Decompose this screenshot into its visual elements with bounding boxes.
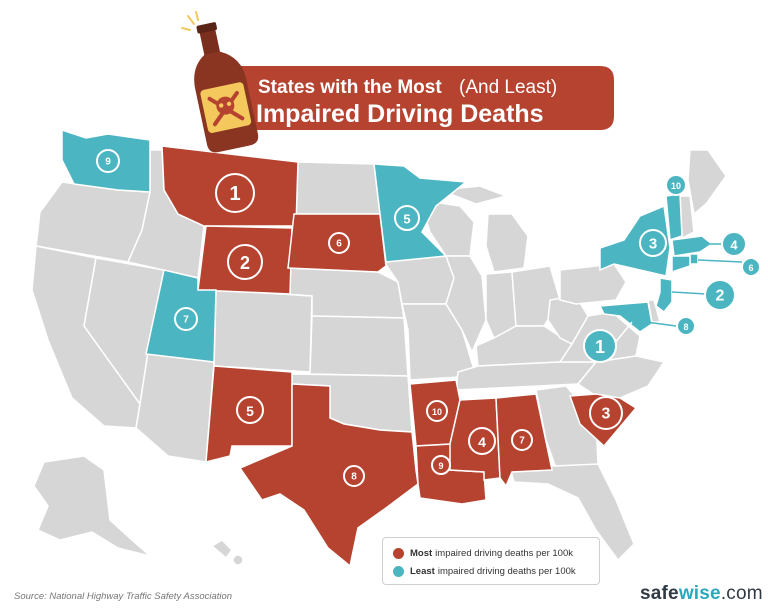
rank-label-new-york: 3	[649, 236, 657, 253]
legend: Most impaired driving deaths per 100k Le…	[382, 537, 600, 585]
state-pennsylvania	[559, 263, 627, 305]
rank-label-washington: 9	[105, 157, 111, 168]
state-michigan	[439, 185, 529, 273]
title-banner: States with the Most (And Least) Impaire…	[222, 66, 614, 130]
rank-label-dc: 1	[595, 337, 605, 357]
state-texas: Texas	[238, 383, 419, 568]
rank-label-montana: 1	[229, 183, 240, 205]
rank-label-louisiana: 9	[438, 461, 443, 471]
skull-crossbones-icon	[207, 90, 245, 127]
legend-least-strong: Least	[410, 565, 435, 577]
state-hawaii-island	[232, 554, 244, 566]
rank-label-maryland: 8	[683, 322, 688, 332]
brand-part2: wise	[678, 583, 721, 604]
legend-most-label: impaired driving deaths per 100k	[435, 547, 574, 559]
sparkle-icon	[181, 11, 199, 31]
rank-label-new-jersey: 2	[716, 288, 725, 305]
legend-least: Least impaired driving deaths per 100k	[393, 562, 589, 580]
state-new-jersey: New Jersey	[655, 277, 673, 314]
state-minnesota: Minnesota	[373, 163, 468, 263]
rank-label-mississippi: 4	[478, 434, 486, 450]
state-colorado	[213, 289, 313, 373]
title-line1-bold: States with the Most	[258, 77, 442, 98]
brand-part1: safe	[640, 583, 679, 604]
rank-label-wyoming: 2	[240, 253, 250, 273]
state-arizona	[135, 351, 215, 463]
rank-label-utah: 7	[183, 315, 189, 326]
legend-most-swatch	[393, 547, 404, 559]
bottle-icon	[194, 22, 259, 153]
state-new-york: New York	[599, 204, 671, 277]
gray-states	[31, 149, 727, 566]
rank-label-south-dakota: 6	[336, 239, 342, 250]
state-connecticut	[671, 255, 691, 274]
legend-most: Most impaired driving deaths per 100k	[393, 544, 589, 562]
rank-label-texas: 8	[351, 472, 357, 483]
title-line2: Impaired Driving Deaths	[256, 100, 544, 128]
title-line1-light: (And Least)	[459, 77, 557, 98]
state-alaska	[33, 455, 151, 557]
least-states: Washington Utah Minnesota New York Vermo…	[61, 128, 714, 363]
rank-label-vermont: 10	[671, 181, 681, 191]
rank-label-rhode-island: 6	[748, 263, 753, 273]
most-rank-markers: 1 2 3 4 5 6 7 8 9 10	[215, 173, 623, 487]
legend-most-strong: Most	[410, 547, 433, 559]
state-massachusetts: Massachusetts	[671, 235, 714, 257]
rank-label-south-carolina: 3	[602, 406, 611, 423]
state-florida	[509, 463, 635, 562]
state-maryland: Maryland	[598, 301, 653, 333]
rank-label-new-mexico: 5	[246, 403, 254, 419]
legend-least-label: impaired driving deaths per 100k	[437, 565, 576, 577]
brand-logo: safewise.com	[640, 583, 763, 605]
rank-label-massachusetts: 4	[730, 238, 738, 253]
state-north-dakota	[293, 161, 381, 215]
rank-label-alabama: 7	[519, 436, 525, 447]
rank-label-minnesota: 5	[403, 212, 410, 227]
source-note: Source: National Highway Traffic Safety …	[14, 591, 233, 602]
state-maine	[687, 149, 727, 216]
legend-least-swatch	[393, 565, 404, 577]
state-tennessee	[455, 361, 598, 391]
state-rhode-island: Rhode Island	[689, 253, 699, 265]
state-kansas	[309, 315, 409, 377]
rank-label-arkansas: 10	[432, 407, 442, 417]
state-hawaii	[210, 539, 233, 560]
state-illinois	[444, 255, 487, 354]
least-rank-markers: 1 2 3 4 5 6 7 8 9 10	[96, 149, 761, 363]
brand-part3: .com	[720, 583, 763, 604]
